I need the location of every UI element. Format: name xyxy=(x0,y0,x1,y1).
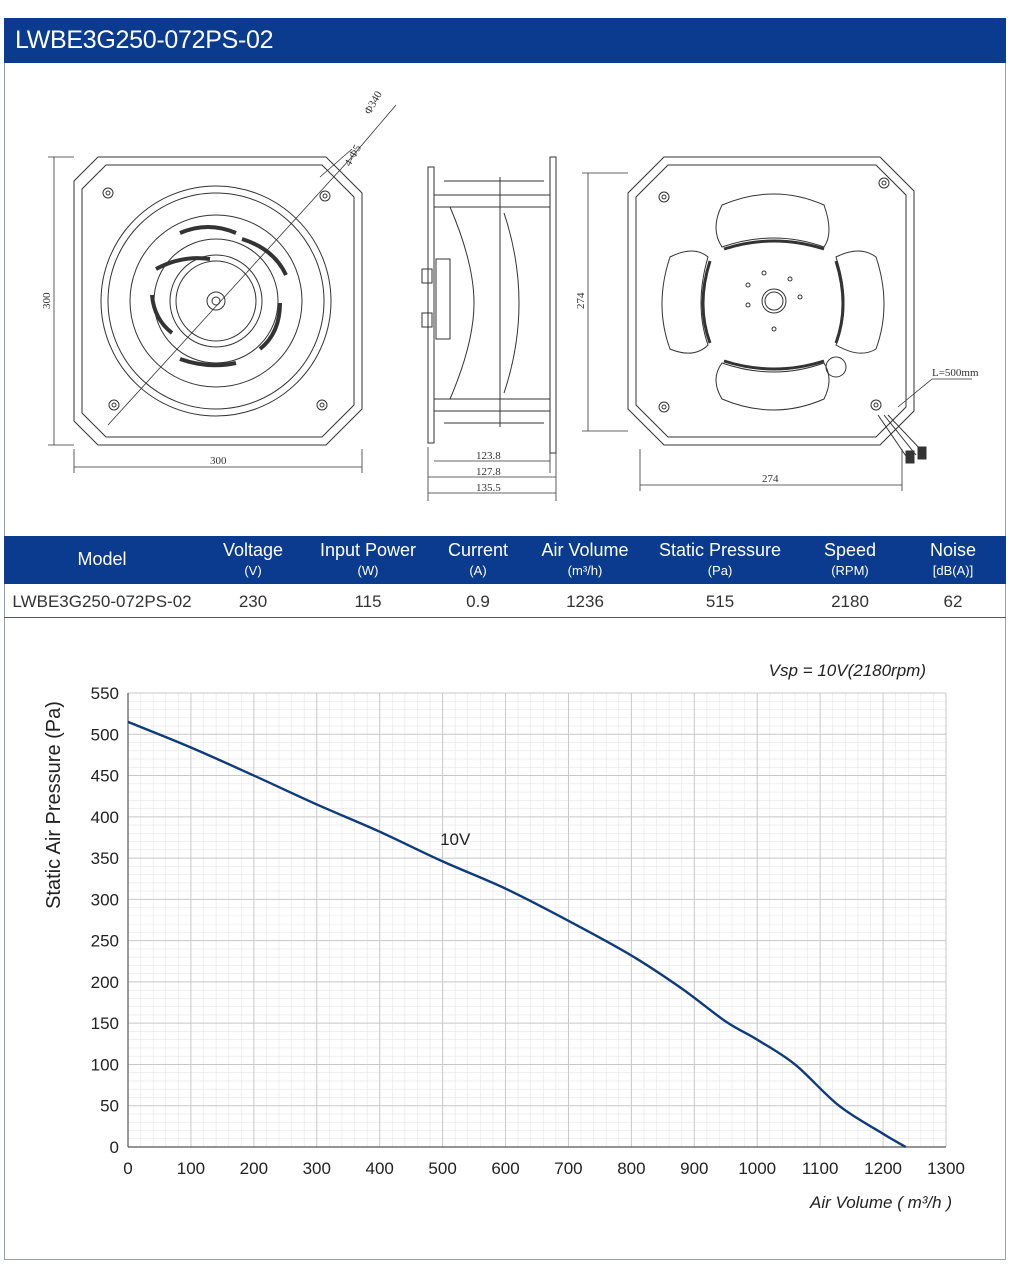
dim-back-width: 274 xyxy=(762,473,779,485)
dim-front-width: 300 xyxy=(210,455,227,467)
y-axis-label: Static Air Pressure (Pa) xyxy=(43,701,65,909)
x-tick-label: 300 xyxy=(303,1159,331,1178)
series-label: 10V xyxy=(440,830,471,849)
cell-voltage: 230 xyxy=(238,592,268,611)
col-voltage: Voltage (V) xyxy=(222,540,284,578)
x-tick-label: 900 xyxy=(680,1159,708,1178)
cell-static-pressure: 515 xyxy=(705,592,735,611)
col-model: Model xyxy=(77,549,127,569)
y-tick-label: 100 xyxy=(91,1055,119,1074)
spec-table-header: Model Voltage (V) Input Power (W) Curren… xyxy=(4,536,1006,584)
series: 10V xyxy=(127,720,907,1149)
y-tick-label: 450 xyxy=(91,767,119,786)
x-tick-label: 100 xyxy=(177,1159,205,1178)
dim-side-3: 135.5 xyxy=(476,482,501,494)
x-tick-label: 1000 xyxy=(738,1159,776,1178)
y-tick-label: 0 xyxy=(110,1138,119,1157)
cell-air-volume: 1236 xyxy=(566,592,604,611)
x-tick-label: 400 xyxy=(366,1159,394,1178)
x-tick-label: 700 xyxy=(554,1159,582,1178)
pressure-curve-chart: 0 100 200 300 400 500 600 700 800 900 1000 1100 1200… xyxy=(4,618,1006,1260)
axes: 0 100 200 300 400 500 600 700 800 900 1000 1100 1200… xyxy=(91,684,965,1178)
page-title: LWBE3G250-072PS-02 xyxy=(15,26,274,54)
back-view xyxy=(582,156,972,491)
x-tick-label: 1200 xyxy=(864,1159,902,1178)
y-tick-label: 400 xyxy=(91,808,119,827)
x-tick-label: 200 xyxy=(240,1159,268,1178)
dim-front-height: 300 xyxy=(41,292,53,309)
chart-annotation: Vsp = 10V(2180rpm) xyxy=(769,661,926,680)
x-tick-label: 0 xyxy=(123,1159,132,1178)
x-tick-label: 1300 xyxy=(927,1159,965,1178)
side-view xyxy=(421,156,557,501)
col-current: Current (A) xyxy=(447,540,509,578)
y-tick-label: 500 xyxy=(91,725,119,744)
dim-back-height: 274 xyxy=(575,292,587,309)
cell-input-power: 115 xyxy=(354,592,382,611)
series-line-10v xyxy=(127,720,907,1149)
y-tick-label: 550 xyxy=(91,684,119,703)
col-static-pressure: Static Pressure (Pa) xyxy=(658,540,782,578)
title-bar: LWBE3G250-072PS-02 xyxy=(4,18,1006,63)
dim-diameter: Φ340 xyxy=(362,89,385,117)
x-tick-label: 800 xyxy=(617,1159,645,1178)
y-tick-label: 300 xyxy=(91,890,119,909)
y-tick-label: 50 xyxy=(100,1097,119,1116)
col-input-power: Input Power (W) xyxy=(319,540,417,578)
front-view xyxy=(48,104,397,473)
dim-side-1: 123.8 xyxy=(476,450,501,462)
col-speed: Speed (RPM) xyxy=(823,540,877,578)
y-tick-label: 250 xyxy=(91,932,119,951)
x-tick-label: 500 xyxy=(428,1159,456,1178)
cell-noise: 62 xyxy=(943,592,963,611)
technical-drawing: Φ340 4-Φ5 300 300 123.8 127.8 135.5 274 … xyxy=(4,63,1006,535)
cell-model: LWBE3G250-072PS-02 xyxy=(12,592,192,611)
page-frame xyxy=(4,18,1006,1260)
x-tick-label: 1100 xyxy=(802,1159,839,1178)
x-axis-label: Air Volume ( m³/h ) xyxy=(809,1193,952,1212)
y-tick-label: 150 xyxy=(91,1014,119,1033)
col-noise: Noise [dB(A)] xyxy=(929,540,977,578)
table-row: LWBE3G250-072PS-02 230 115 0.9 1236 515 … xyxy=(4,584,1006,618)
y-tick-label: 200 xyxy=(91,973,119,992)
y-tick-label: 350 xyxy=(91,849,119,868)
dim-cable-length: L=500mm xyxy=(932,367,979,379)
cell-current: 0.9 xyxy=(466,592,490,611)
cell-speed: 2180 xyxy=(831,592,869,611)
x-tick-label: 600 xyxy=(491,1159,519,1178)
col-air-volume: Air Volume (m³/h) xyxy=(541,540,629,578)
spec-table: Model Voltage (V) Input Power (W) Curren… xyxy=(4,536,1006,618)
grid xyxy=(127,692,947,1148)
dim-side-2: 127.8 xyxy=(476,466,501,478)
